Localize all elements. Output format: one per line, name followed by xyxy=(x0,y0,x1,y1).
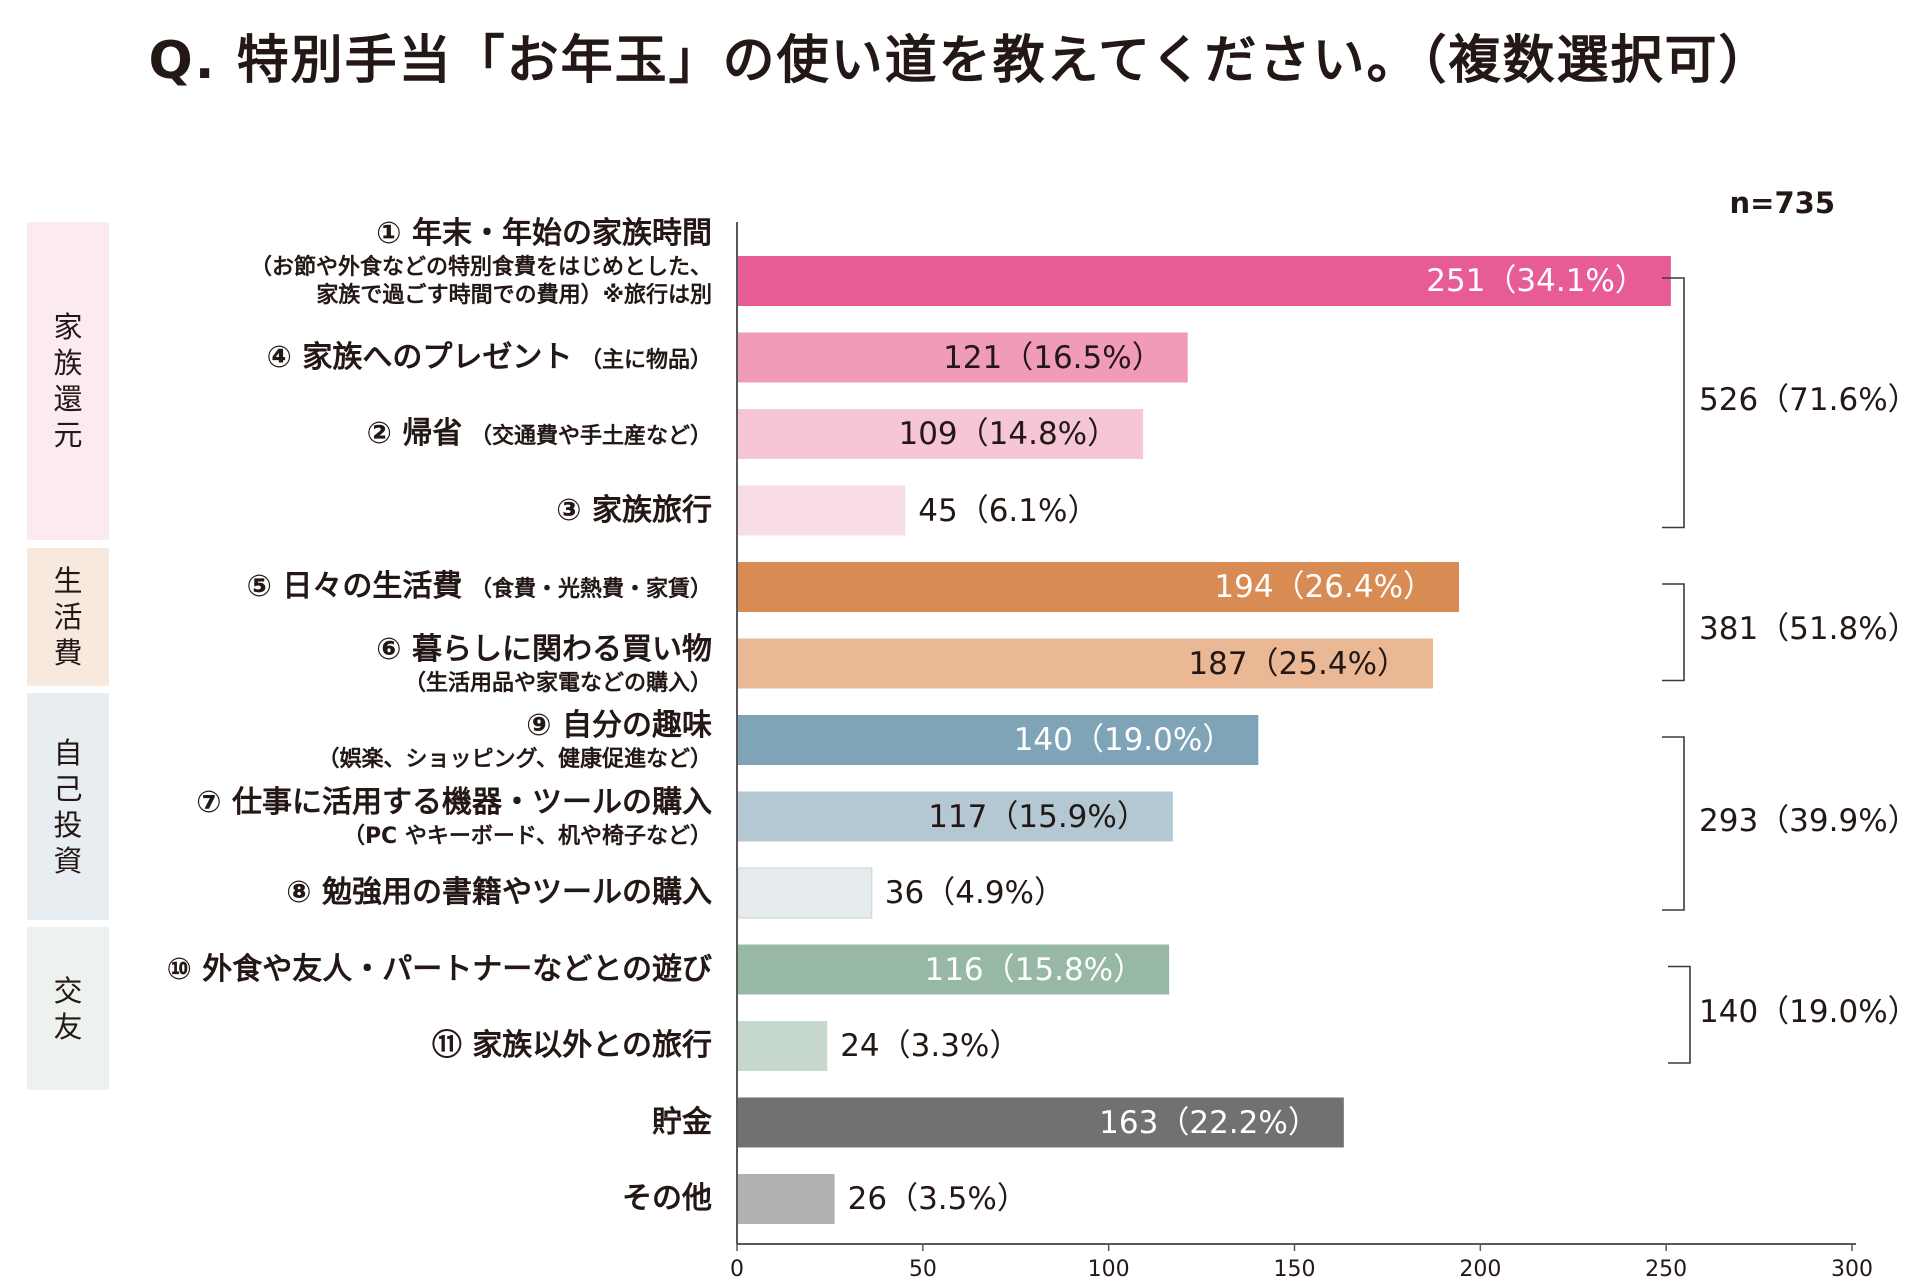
x-tick-label: 100 xyxy=(1088,1257,1130,1281)
bar-value-label: 251（34.1%） xyxy=(1426,263,1646,299)
category-note: 家族で過ごす時間での費用）※旅行は別 xyxy=(316,283,712,308)
category-label: ⑧ 勉強用の書籍やツールの購入 xyxy=(286,873,712,917)
group-box: 家族還元 xyxy=(27,222,109,540)
group-total: 381（51.8%） xyxy=(1699,611,1919,648)
category-name: ① 年末・年始の家族時間 xyxy=(376,216,712,251)
bar xyxy=(738,485,906,536)
group-total: 526（71.6%） xyxy=(1699,381,1919,418)
chart-title: Q. 特別手当「お年玉」の使い道を教えてください。（複数選択可） xyxy=(148,31,1773,91)
bar xyxy=(737,867,873,919)
category-note: （PC やキーボード、机や椅子など） xyxy=(342,823,712,849)
bar-value-label: 36（4.9%） xyxy=(884,875,1065,911)
category-label: ⑤ 日々の生活費 （食費・光熱費・家賃） xyxy=(246,567,712,611)
x-tick-label: 250 xyxy=(1645,1257,1687,1281)
bar-value-label: 187（25.4%） xyxy=(1188,645,1409,682)
bar-value-label: 26（3.5%） xyxy=(847,1181,1028,1217)
category-note: （主に物品） xyxy=(572,347,712,373)
group-total: 293（39.9%） xyxy=(1699,802,1919,839)
category-label: ③ 家族旅行 xyxy=(556,491,712,535)
bar xyxy=(738,332,1188,383)
category-note: （生活用品や家電などの購入） xyxy=(403,670,712,696)
x-tick-label: 200 xyxy=(1459,1257,1501,1281)
bar xyxy=(738,715,1259,765)
bar-value-label: 45（6.1%） xyxy=(918,492,1099,529)
group-box: 自己投資 xyxy=(27,693,109,920)
category-label: ⑩ 外食や友人・パートナーなどとの遊び xyxy=(166,950,712,994)
bar xyxy=(738,638,1434,689)
group-box: 交友 xyxy=(27,927,109,1090)
bar xyxy=(738,1021,828,1071)
x-tick-label: 50 xyxy=(909,1257,937,1281)
x-tick-label: 150 xyxy=(1274,1257,1316,1281)
category-name: ⑪ 家族以外との旅行 xyxy=(431,1028,712,1063)
group-name: 自己投資 xyxy=(53,735,83,878)
category-label: ⑥ 暮らしに関わる買い物 （生活用品や家電などの購入） xyxy=(376,630,712,698)
bar-value-label: 121（16.5%） xyxy=(943,339,1163,376)
group-total: 140（19.0%） xyxy=(1699,993,1919,1030)
group-bracket xyxy=(1662,736,1685,911)
group-name: 家族還元 xyxy=(53,310,83,452)
category-name: 貯金 xyxy=(652,1104,712,1140)
category-note: （娯楽、ショッピング、健康促進など） xyxy=(317,747,712,772)
category-note: （お節や外食などの特別食費をはじめとした、 xyxy=(249,255,712,280)
category-name: ③ 家族旅行 xyxy=(556,492,712,528)
group-name: 生活費 xyxy=(53,564,83,670)
category-label: ② 帰省 （交通費や手土産など） xyxy=(366,414,712,458)
x-tick-label: 0 xyxy=(730,1257,744,1281)
bar-value-label: 163（22.2%） xyxy=(1099,1104,1319,1141)
category-label: ① 年末・年始の家族時間 （お節や外食などの特別食費をはじめとした、家族で過ごす時… xyxy=(250,214,712,310)
group-box: 生活費 xyxy=(27,548,109,686)
category-name: ④ 家族へのプレゼント xyxy=(266,339,573,375)
group-bracket xyxy=(1662,583,1685,682)
category-name: ⑦ 仕事に活用する機器・ツールの購入 xyxy=(196,784,712,820)
category-label: ⑪ 家族以外との旅行 xyxy=(432,1026,712,1070)
bar-value-label: 109（14.8%） xyxy=(898,416,1119,452)
group-bracket xyxy=(1662,277,1685,529)
category-name: ② 帰省 xyxy=(366,416,463,451)
bar xyxy=(738,1174,835,1224)
bar-value-label: 117（15.9%） xyxy=(928,798,1148,835)
category-label: 貯金 xyxy=(652,1103,712,1147)
bar xyxy=(738,791,1173,842)
category-label: その他 xyxy=(622,1179,712,1223)
group-bracket xyxy=(1668,965,1691,1064)
bar xyxy=(738,562,1460,612)
bar xyxy=(738,256,1671,306)
category-label: ⑨ 自分の趣味 （娯楽、ショッピング、健康促進など） xyxy=(318,706,712,774)
category-label: ⑦ 仕事に活用する機器・ツールの購入 （PC やキーボード、机や椅子など） xyxy=(196,783,712,851)
category-name: ⑥ 暮らしに関わる買い物 xyxy=(376,631,712,667)
bar-value-label: 140（19.0%） xyxy=(1013,722,1234,758)
category-note: （食費・光熱費・家賃） xyxy=(462,577,712,602)
bar xyxy=(738,409,1144,459)
bar xyxy=(738,1097,1344,1148)
category-label: ④ 家族へのプレゼント （主に物品） xyxy=(266,338,712,382)
bar-value-label: 194（26.4%） xyxy=(1214,569,1435,605)
category-name: ⑩ 外食や友人・パートナーなどとの遊び xyxy=(166,951,712,987)
sample-size: n=735 xyxy=(1729,186,1835,220)
bar-value-label: 24（3.3%） xyxy=(840,1028,1021,1064)
category-name: ⑨ 自分の趣味 xyxy=(526,708,712,743)
bar xyxy=(738,944,1170,995)
category-note: （交通費や手土産など） xyxy=(462,424,712,449)
x-tick-label: 300 xyxy=(1831,1257,1873,1281)
category-name: ⑧ 勉強用の書籍やツールの購入 xyxy=(286,875,712,910)
group-name: 交友 xyxy=(53,973,83,1044)
category-name: ⑤ 日々の生活費 xyxy=(246,569,463,604)
category-name: その他 xyxy=(622,1181,712,1216)
bar-value-label: 116（15.8%） xyxy=(924,951,1145,988)
